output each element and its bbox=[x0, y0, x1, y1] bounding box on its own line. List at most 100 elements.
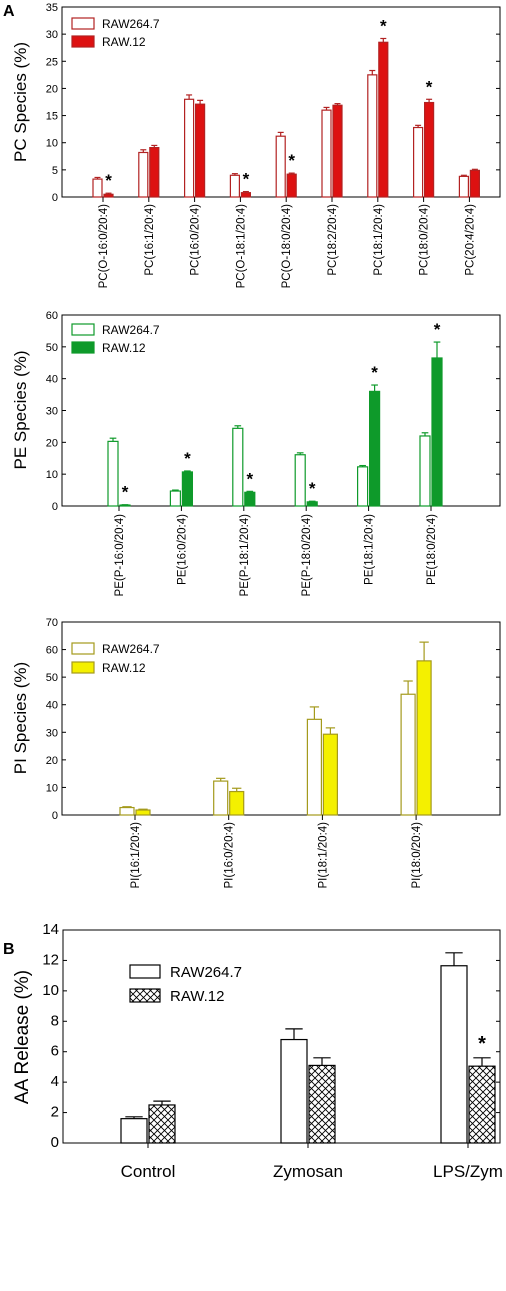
bar-raw264-7 bbox=[280, 1038, 308, 1144]
category-label: PE(16:0/20:4) bbox=[176, 514, 188, 585]
bar-raw-12 bbox=[378, 41, 389, 198]
significance-star: * bbox=[478, 1033, 486, 1055]
y-tick-label: 30 bbox=[46, 727, 58, 739]
bar-raw-12 bbox=[308, 1064, 336, 1144]
category-label: PC(O-16:0/20:4) bbox=[98, 204, 110, 289]
bar-raw-12 bbox=[322, 733, 338, 816]
bar-raw264-7 bbox=[169, 490, 181, 507]
bar-raw-12 bbox=[306, 501, 318, 507]
y-tick-label: 5 bbox=[52, 165, 58, 177]
bar-raw264-7 bbox=[120, 1118, 148, 1144]
y-axis-label: PC Species (%) bbox=[11, 42, 30, 162]
category-label: PI(18:0/20:4) bbox=[411, 822, 423, 889]
bar-raw-12 bbox=[244, 491, 256, 507]
category-label: PC(16:1/20:4) bbox=[144, 204, 156, 276]
legend-swatch bbox=[71, 323, 95, 336]
y-tick-label: 70 bbox=[46, 617, 58, 629]
significance-star: * bbox=[184, 449, 191, 468]
y-tick-label: 30 bbox=[46, 29, 58, 41]
significance-star: * bbox=[434, 320, 441, 339]
bar-raw264-7 bbox=[413, 126, 424, 198]
y-tick-label: 0 bbox=[52, 192, 58, 204]
category-label: PI(18:1/20:4) bbox=[317, 822, 329, 889]
y-tick-label: 6 bbox=[51, 1043, 59, 1060]
legend-label: RAW.12 bbox=[102, 661, 146, 675]
category-label: PE(P-18:0/20:4) bbox=[301, 514, 313, 597]
y-tick-label: 12 bbox=[42, 951, 59, 968]
y-tick-label: 20 bbox=[46, 437, 58, 449]
legend-swatch bbox=[71, 341, 95, 354]
y-tick-label: 60 bbox=[46, 310, 58, 322]
significance-star: * bbox=[105, 171, 112, 190]
bar-raw-12 bbox=[468, 1065, 496, 1144]
chart-pc: 0 5 10 15 20 25 30 35 PC Species (%) * PC(O-16:0/2… bbox=[11, 2, 501, 289]
y-tick-label: 60 bbox=[46, 645, 58, 657]
bar-raw264-7 bbox=[367, 74, 378, 198]
legend-swatch bbox=[71, 642, 95, 655]
bar-raw264-7 bbox=[213, 780, 229, 816]
y-tick-label: 2 bbox=[51, 1104, 59, 1121]
category-label: PC(18:1/20:4) bbox=[373, 204, 385, 276]
category-label: PE(P-18:1/20:4) bbox=[239, 514, 251, 597]
category-label: Zymosan bbox=[273, 1162, 343, 1181]
bar-raw264-7 bbox=[92, 178, 103, 198]
bar-raw-12 bbox=[149, 147, 160, 198]
y-axis-label: PE Species (%) bbox=[11, 350, 30, 469]
bar-raw-12 bbox=[103, 193, 114, 198]
category-label: PE(P-16:0/20:4) bbox=[114, 514, 126, 597]
legend-swatch bbox=[129, 988, 161, 1003]
category-label: Control bbox=[121, 1162, 176, 1181]
category-label: PC(18:2/20:4) bbox=[327, 204, 339, 276]
category-label: LPS/Zym bbox=[433, 1162, 503, 1181]
legend-swatch bbox=[71, 661, 95, 674]
legend-swatch bbox=[71, 35, 95, 48]
panel-label-b: B bbox=[3, 941, 15, 958]
bar-raw264-7 bbox=[119, 806, 135, 816]
y-axis-label: PI Species (%) bbox=[11, 662, 30, 774]
category-label: PC(O-18:1/20:4) bbox=[235, 204, 247, 289]
legend-label: RAW264.7 bbox=[102, 642, 160, 656]
bar-raw264-7 bbox=[321, 109, 332, 198]
significance-star: * bbox=[309, 479, 316, 498]
bar-raw264-7 bbox=[294, 454, 306, 507]
legend-label: RAW.12 bbox=[170, 988, 224, 1005]
y-axis-label: AA Release (%) bbox=[12, 970, 33, 1104]
chart-pe: 0 10 20 30 40 50 60 PE Species (%) * PE(P-16:0/20… bbox=[11, 310, 501, 597]
y-tick-label: 10 bbox=[46, 469, 58, 481]
y-tick-label: 50 bbox=[46, 342, 58, 354]
y-tick-label: 14 bbox=[42, 921, 59, 938]
category-label: PE(18:1/20:4) bbox=[364, 514, 376, 585]
bar-raw264-7 bbox=[184, 98, 195, 198]
bar-raw-12 bbox=[332, 104, 343, 198]
bar-raw264-7 bbox=[419, 435, 431, 507]
y-tick-label: 40 bbox=[46, 700, 58, 712]
y-tick-label: 10 bbox=[42, 982, 59, 999]
bar-raw-12 bbox=[286, 173, 297, 198]
bar-raw264-7 bbox=[306, 718, 322, 816]
category-label: PI(16:0/20:4) bbox=[224, 822, 236, 889]
y-tick-label: 15 bbox=[46, 111, 58, 123]
bar-raw-12 bbox=[195, 103, 206, 198]
plot-frame bbox=[61, 621, 501, 816]
y-tick-label: 20 bbox=[46, 755, 58, 767]
significance-star: * bbox=[288, 151, 295, 170]
bar-raw-12 bbox=[369, 390, 381, 507]
bar-raw264-7 bbox=[107, 440, 119, 507]
legend-label: RAW264.7 bbox=[102, 17, 160, 31]
y-tick-label: 10 bbox=[46, 138, 58, 150]
bar-raw-12 bbox=[431, 357, 443, 507]
category-label: PC(16:0/20:4) bbox=[190, 204, 202, 276]
bar-raw264-7 bbox=[357, 466, 369, 507]
legend-label: RAW264.7 bbox=[170, 964, 242, 981]
legend-label: RAW.12 bbox=[102, 341, 146, 355]
bar-raw264-7 bbox=[138, 151, 149, 198]
bar-raw-12 bbox=[424, 101, 435, 198]
legend-swatch bbox=[129, 964, 161, 979]
panel-label-a: A bbox=[3, 3, 15, 20]
category-label: PI(16:1/20:4) bbox=[130, 822, 142, 889]
legend-label: RAW264.7 bbox=[102, 323, 160, 337]
bar-raw-12 bbox=[181, 471, 193, 507]
y-tick-label: 50 bbox=[46, 672, 58, 684]
y-tick-label: 40 bbox=[46, 374, 58, 386]
